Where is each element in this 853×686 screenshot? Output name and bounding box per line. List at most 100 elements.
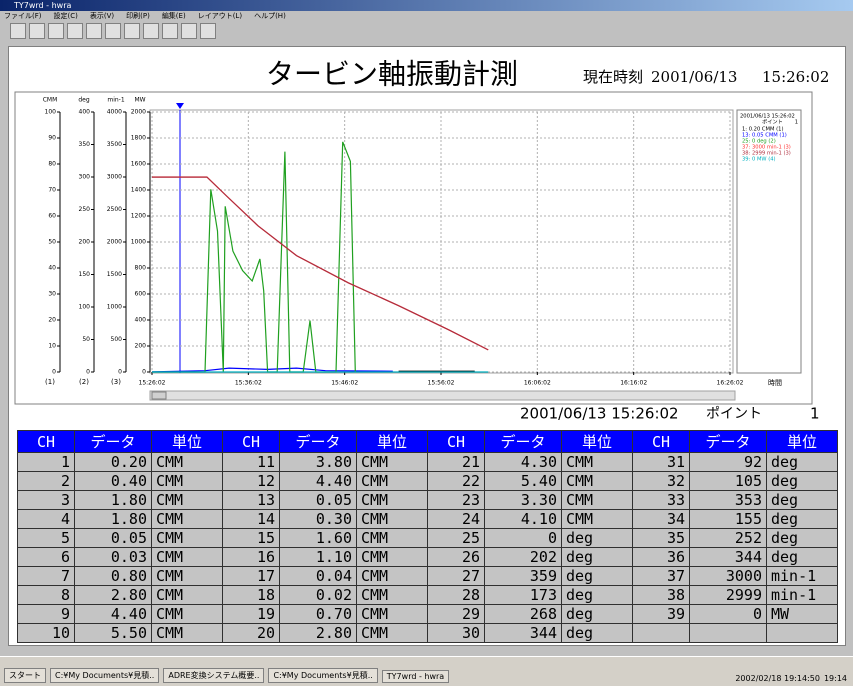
header-cell: 単位	[356, 430, 428, 453]
table-cell: 359	[484, 566, 562, 586]
tool-button[interactable]	[67, 23, 83, 39]
menu-item[interactable]: レイアウト(L)	[197, 12, 243, 20]
table-cell: 0	[484, 528, 562, 548]
y-tick-label: 30	[48, 291, 56, 298]
table-cell: CMM	[356, 585, 428, 605]
table-cell: 2.80	[74, 585, 152, 605]
table-cell: deg	[766, 547, 838, 567]
series-line	[152, 176, 489, 351]
y-tick-label: 100	[79, 304, 91, 311]
legend-entry: 13: 0.05 CMM (1)	[742, 133, 787, 139]
legend-entry: 1: 0.20 CMM (1)	[742, 127, 783, 133]
tool-button[interactable]	[48, 23, 64, 39]
tool-button[interactable]	[29, 23, 45, 39]
table-cell: 1	[17, 452, 75, 472]
header-cell: 単位	[561, 430, 633, 453]
table-cell: deg	[561, 585, 633, 605]
table-cell: 7	[17, 566, 75, 586]
tool-button[interactable]	[143, 23, 159, 39]
table-cell: 3.80	[279, 452, 357, 472]
menu-item[interactable]: 印刷(P)	[126, 12, 150, 20]
table-cell: 18	[222, 585, 280, 605]
header-cell: 単位	[151, 430, 223, 453]
scroll-thumb[interactable]	[151, 391, 167, 400]
tool-button[interactable]	[200, 23, 216, 39]
y-tick-label: 3500	[107, 141, 122, 148]
header-cell: CH	[222, 430, 280, 453]
table-row: 6 0.03 CMM 16 1.10 CMM 26 202 deg 36 344 deg	[17, 547, 838, 567]
y-tick-label: 70	[48, 187, 56, 194]
start-button[interactable]: スタート	[4, 668, 46, 683]
menu-bar: ファイル(F) 設定(C) 表示(V) 印刷(P) 編集(E) レイアウト(L) ヘルプ(H…	[0, 11, 853, 22]
menu-item[interactable]: 設定(C)	[53, 12, 78, 20]
table-cell: deg	[561, 566, 633, 586]
y-tick-label: 2000	[131, 109, 146, 116]
scrollbar[interactable]	[149, 390, 736, 401]
tool-button[interactable]	[162, 23, 178, 39]
chart: タービン軸振動計測 現在時刻 2001/06/13 15:26:02 2001/…	[14, 58, 829, 423]
menu-item[interactable]: ヘルプ(H)	[254, 12, 286, 20]
table-cell: 4.10	[484, 509, 562, 529]
tool-button[interactable]	[181, 23, 197, 39]
header-cell: CH	[632, 430, 690, 453]
menu-item[interactable]: 表示(V)	[89, 12, 115, 20]
tool-button[interactable]	[124, 23, 140, 39]
menu-item[interactable]: 編集(E)	[161, 12, 186, 20]
table-cell: 173	[484, 585, 562, 605]
task-button[interactable]: ADRE変換システム概要..	[163, 668, 265, 683]
header-row: CH データ 単位 CH データ 単位 CH データ 単位 CH データ 単位	[17, 430, 838, 453]
tool-button[interactable]	[105, 23, 121, 39]
table-cell: 10	[17, 623, 75, 643]
table-cell	[689, 623, 767, 643]
y-tick-label: 150	[79, 271, 91, 278]
toolbar	[10, 23, 216, 43]
y-tick-label: 3000	[107, 174, 122, 181]
axis-tag: (2)	[79, 378, 89, 386]
table-row: 8 2.80 CMM 18 0.02 CMM 28 173 deg 38 2999 min-1	[17, 585, 838, 605]
y-tick-label: 200	[135, 343, 147, 350]
table-cell: deg	[766, 452, 838, 472]
table-row: 5 0.05 CMM 15 1.60 CMM 25 0 deg 35 252 deg	[17, 528, 838, 548]
task-button[interactable]: TY7wrd - hwra	[381, 670, 450, 683]
table-cell: 1.80	[74, 509, 152, 529]
table-cell: 39	[632, 604, 690, 624]
table-cell: CMM	[356, 471, 428, 491]
table-cell: 22	[427, 471, 485, 491]
axis-tag: (1)	[45, 378, 55, 386]
clock-label: 現在時刻	[583, 68, 643, 86]
table-cell: 0	[689, 604, 767, 624]
table-cell: 0.80	[74, 566, 152, 586]
x-tick-label: 15:46:02	[331, 380, 358, 387]
task-button[interactable]: C:¥My Documents¥見積..	[268, 668, 378, 683]
cursor-time: 2001/06/13 15:26:02	[520, 405, 679, 423]
legend-entry: 25: 0 deg (2)	[742, 139, 776, 145]
table-cell: CMM	[151, 566, 223, 586]
table-cell: 14	[222, 509, 280, 529]
table-cell: CMM	[561, 471, 633, 491]
axis-unit: deg	[78, 97, 90, 104]
menu-item[interactable]: ファイル(F)	[4, 12, 42, 20]
table-cell: MW	[766, 604, 838, 624]
header-cell: CH	[17, 430, 75, 453]
page-title: タービン軸振動計測	[266, 58, 518, 91]
tool-button[interactable]	[10, 23, 26, 39]
tool-button[interactable]	[86, 23, 102, 39]
table-cell: 5.50	[74, 623, 152, 643]
table-cell: deg	[766, 490, 838, 510]
table-cell: CMM	[151, 452, 223, 472]
cursor-handle[interactable]	[176, 103, 184, 109]
y-tick-label: 0	[52, 369, 56, 376]
table-cell: 27	[427, 566, 485, 586]
table-cell: 6	[17, 547, 75, 567]
table-cell: min-1	[766, 585, 838, 605]
table-row: 4 1.80 CMM 14 0.30 CMM 24 4.10 CMM 34 155 deg	[17, 509, 838, 529]
x-tick-label: 16:16:02	[620, 380, 647, 387]
y-tick-label: 600	[135, 291, 147, 298]
table-cell: 30	[427, 623, 485, 643]
task-button[interactable]: C:¥My Documents¥見積..	[50, 668, 160, 683]
table-cell: 9	[17, 604, 75, 624]
table-cell	[766, 623, 838, 643]
y-tick-label: 800	[135, 265, 147, 272]
table-cell: 252	[689, 528, 767, 548]
table-cell: 0.02	[279, 585, 357, 605]
